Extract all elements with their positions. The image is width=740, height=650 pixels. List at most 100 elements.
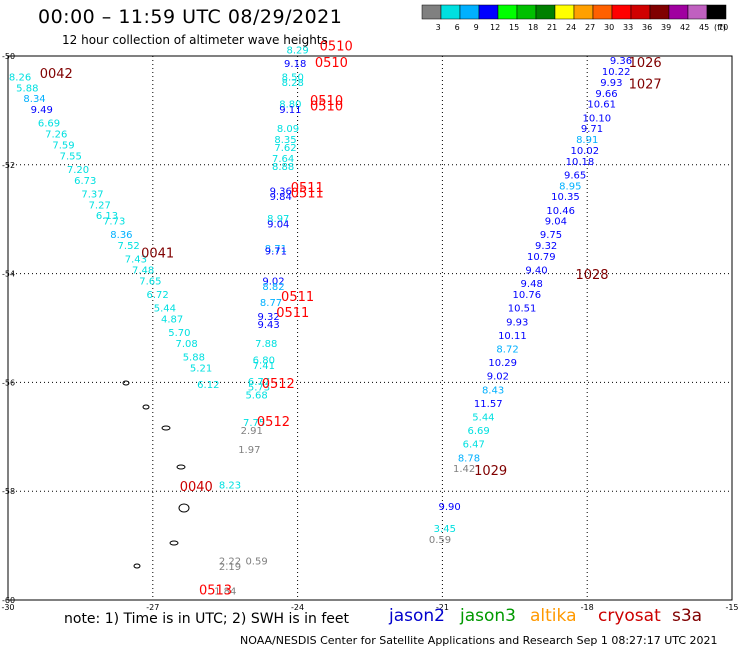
swh-value: 5.44 [472,412,494,423]
colorbar-swatch [516,4,537,20]
colorbar-swatch [630,4,651,20]
colorbar-label: 15 [509,23,519,32]
swh-value: 9.02 [487,372,509,383]
time-label: 0510 [310,94,343,109]
island-outline [178,503,190,513]
swh-value: 9.02 [262,276,284,287]
swh-value: 0.59 [429,535,451,546]
swh-value: 7.55 [60,151,82,162]
swh-value: 8.29 [286,45,308,56]
time-label: 0510 [315,56,348,71]
swh-value: 9.48 [521,279,543,290]
swh-value: 9.49 [31,105,53,116]
swh-value: 9.93 [600,78,622,89]
island-outline [169,540,179,546]
swh-value: 10.46 [546,206,575,217]
page-subtitle: 12 hour collection of altimeter wave hei… [62,33,328,47]
swh-value: 8.71 [265,244,287,255]
footer-note: note: 1) Time is in UTC; 2) SWH is in fe… [64,611,350,627]
colorbar-label: 70 [718,23,728,32]
legend-jason3: jason3 [460,606,516,626]
page-title: 00:00 – 11:59 UTC 08/29/2021 [38,6,343,28]
time-label: 0510 [310,99,343,114]
colorbar-swatch [421,4,442,20]
swh-value: 10.79 [527,252,556,263]
swh-value: 7.43 [125,255,147,266]
colorbar-label: 39 [661,23,671,32]
swh-value: 10.51 [508,304,537,315]
colorbar-label: 42 [680,23,690,32]
colorbar-label: 24 [566,23,576,32]
swh-value: 10.76 [513,290,542,301]
swh-value: 7.41 [253,361,275,372]
credit-line: NOAA/NESDIS Center for Satellite Applica… [240,634,718,647]
swh-value: 6.12 [197,380,219,391]
colorbar-swatch [706,4,727,20]
time-label: 0511 [276,306,309,321]
swh-value: 9.93 [506,317,528,328]
swh-value: 1.97 [238,445,260,456]
swh-value: 9.43 [258,320,280,331]
island-outline [133,563,141,569]
colorbar-label: 27 [585,23,595,32]
colorbar-swatch [535,4,556,20]
swh-value: 6.69 [38,119,60,130]
colorbar-label: 45 [699,23,709,32]
swh-value: 8.82 [262,282,284,293]
time-label: 0510 [320,40,353,55]
swh-value: 6.13 [96,211,118,222]
swh-value: 6.80 [253,355,275,366]
swh-value: 7.37 [81,189,103,200]
island-outline [122,380,130,386]
lon-tick-label: -24 [291,603,304,612]
swh-value: 9.04 [545,217,567,228]
swh-value: 10.18 [566,157,595,168]
swh-value: 7.26 [45,130,67,141]
swh-value: 7.27 [89,200,111,211]
swh-value: 9.11 [279,105,301,116]
colorbar-swatch [459,4,480,20]
swh-value: 8.88 [272,162,294,173]
swh-value: 10.35 [551,192,580,203]
swh-value: 8.23 [219,480,241,491]
colorbar-label: 3 [436,23,441,32]
colorbar-swatch [687,4,708,20]
lat-tick-label: -58 [2,487,15,496]
swh-value: 7.48 [132,266,154,277]
swh-value: 10.11 [498,331,527,342]
swh-value: 1.42 [453,464,475,475]
lat-tick-label: -54 [2,270,15,279]
island-outline [161,425,171,431]
colorbar-label: 18 [528,23,538,32]
swh-value: 8.72 [496,344,518,355]
lat-tick-label: -50 [2,52,15,61]
legend-cryosat: cryosat [598,606,661,626]
colorbar-label: 33 [623,23,633,32]
swh-value: 2.22 [219,557,241,568]
swh-value: 5.88 [16,83,38,94]
swh-value: 8.34 [23,94,45,105]
time-label: 0511 [291,181,324,196]
time-label: 0511 [291,186,324,201]
legend-altika: altika [530,606,577,626]
lon-tick-label: -21 [436,603,449,612]
swh-value: 0.59 [245,557,267,568]
lon-tick-label: -18 [581,603,594,612]
swh-value: 7.59 [52,140,74,151]
swh-value: 7.64 [272,154,294,165]
swh-value: 9.65 [564,170,586,181]
swh-value: 2.19 [219,562,241,573]
swh-value: 8.78 [458,453,480,464]
swh-value: 5.70 [168,328,190,339]
lat-tick-label: -60 [2,596,15,605]
swh-value: 9.18 [284,59,306,70]
swh-value: 9.75 [540,230,562,241]
swh-value: 6.77 [248,377,270,388]
swh-value: 5.68 [245,391,267,402]
swh-value: 4.87 [161,315,183,326]
swh-value: 8.09 [277,124,299,135]
swh-value: 6.73 [74,176,96,187]
swh-value: 9.04 [267,219,289,230]
lat-tick-label: -56 [2,378,15,387]
